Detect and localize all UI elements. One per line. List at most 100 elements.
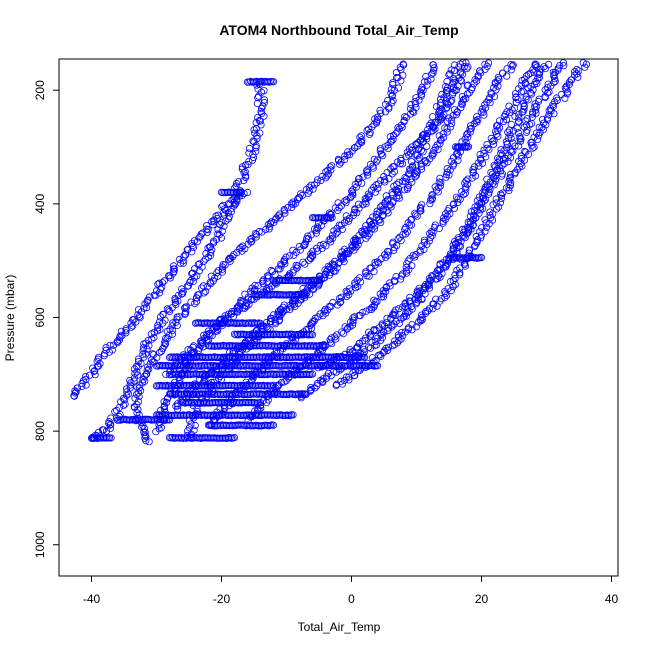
data-point: [274, 212, 282, 220]
data-point: [421, 157, 429, 165]
data-point: [327, 334, 336, 342]
data-point: [491, 163, 499, 171]
data-point: [520, 147, 529, 156]
x-axis: -40 -20 0 20 40: [83, 576, 618, 606]
data-point: [414, 291, 422, 300]
data-point: [378, 320, 386, 328]
data-point: [256, 129, 264, 137]
data-point: [199, 282, 207, 290]
data-point: [245, 144, 254, 152]
data-point: [447, 98, 455, 106]
data-point: [360, 353, 369, 361]
data-point: [252, 233, 260, 241]
data-point: [355, 274, 364, 282]
data-point: [389, 80, 397, 89]
data-point: [388, 170, 396, 178]
data-point: [204, 253, 212, 261]
data-point: [218, 227, 226, 235]
data-point: [441, 82, 450, 91]
data-point: [336, 298, 344, 306]
data-point: [373, 362, 382, 370]
data-point: [173, 315, 181, 323]
data-point: [509, 147, 517, 155]
data-point: [495, 117, 504, 125]
data-point: [381, 198, 389, 206]
data-point: [376, 145, 385, 153]
data-point: [304, 232, 312, 240]
data-point: [419, 86, 427, 94]
data-point: [349, 189, 357, 197]
data-point: [373, 297, 381, 306]
data-point: [389, 96, 397, 105]
data-point: [360, 225, 369, 233]
data-point: [341, 197, 349, 205]
data-point: [115, 403, 124, 412]
data-point: [532, 129, 541, 137]
data-point: [139, 376, 147, 384]
data-point: [497, 190, 505, 198]
data-point: [320, 307, 328, 315]
data-point: [362, 167, 371, 175]
data-point: [171, 265, 179, 273]
y-tick-label: 400: [33, 194, 47, 214]
data-point: [326, 338, 334, 346]
data-point: [526, 69, 534, 77]
data-point: [133, 383, 141, 391]
data-point: [227, 310, 235, 318]
data-point: [429, 123, 437, 131]
data-point: [452, 193, 461, 201]
data-point: [254, 85, 262, 93]
data-point: [139, 416, 147, 424]
data-point: [412, 211, 420, 219]
data-point: [91, 371, 99, 379]
data-point: [416, 316, 424, 324]
data-point: [342, 212, 350, 220]
data-point: [507, 120, 515, 129]
data-point: [512, 93, 520, 101]
data-point: [244, 160, 252, 169]
data-point: [182, 308, 190, 316]
data-point: [86, 371, 94, 379]
y-tick-label: 800: [33, 421, 47, 441]
data-point: [488, 170, 497, 178]
data-point: [376, 203, 384, 211]
data-point: [294, 262, 302, 270]
data-point: [418, 201, 426, 209]
data-point: [216, 221, 224, 229]
data-point: [260, 99, 268, 107]
data-point: [214, 214, 222, 222]
data-point: [437, 295, 446, 303]
data-point: [399, 331, 407, 340]
data-point: [483, 175, 491, 183]
data-point: [496, 199, 504, 207]
data-point: [338, 248, 346, 256]
data-point: [407, 158, 416, 166]
data-point: [267, 218, 275, 226]
data-point: [165, 416, 174, 424]
data-point: [107, 414, 115, 422]
data-point: [135, 357, 143, 366]
data-point: [251, 230, 259, 238]
data-point: [189, 343, 197, 351]
data-point: [507, 60, 515, 69]
data-point: [174, 291, 182, 300]
data-point: [219, 260, 227, 269]
data-point: [471, 203, 479, 211]
data-point: [516, 137, 525, 145]
data-point: [349, 314, 357, 322]
data-point: [364, 168, 372, 176]
data-point: [187, 420, 195, 428]
data-point: [289, 246, 297, 254]
data-point: [405, 297, 413, 305]
data-point: [326, 163, 334, 171]
data-point: [419, 148, 427, 156]
data-point: [329, 298, 337, 307]
data-point: [397, 155, 405, 163]
data-point: [425, 121, 433, 130]
data-point: [497, 146, 505, 154]
data-point: [369, 213, 377, 221]
data-point: [383, 196, 391, 204]
data-point: [356, 278, 365, 286]
data-point: [180, 253, 188, 261]
data-point: [404, 257, 412, 265]
